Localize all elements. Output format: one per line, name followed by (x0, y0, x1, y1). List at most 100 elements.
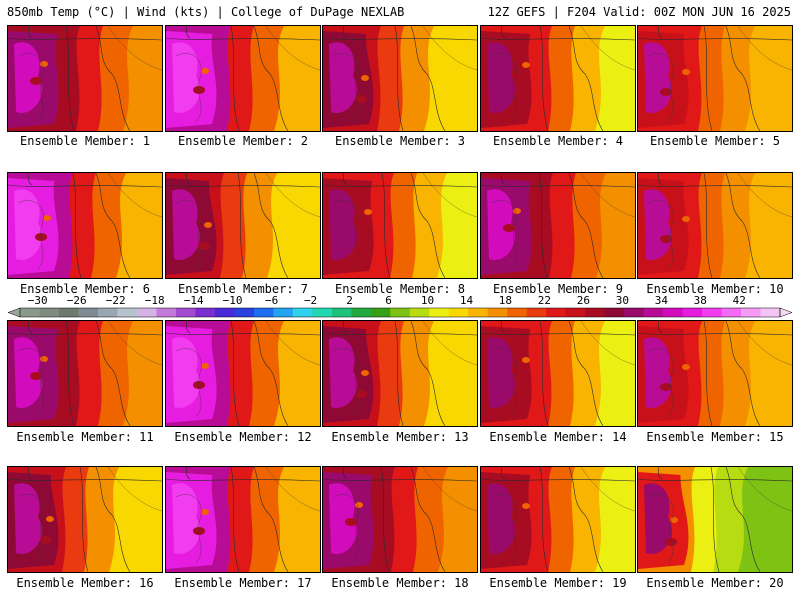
ensemble-member-map (480, 172, 636, 279)
temperature-map-image (8, 173, 162, 278)
colorbar-tick-label: −14 (183, 294, 204, 307)
ensemble-member-label: Ensemble Member: 12 (174, 430, 312, 444)
temperature-map-image (323, 467, 477, 572)
ensemble-member-label: Ensemble Member: 7 (177, 282, 309, 296)
ensemble-member-map (480, 320, 636, 427)
ensemble-member-map (322, 172, 478, 279)
temperature-map-image (481, 321, 635, 426)
colorbar-segment (760, 308, 781, 317)
colorbar-segment (78, 308, 99, 317)
ensemble-member-map (637, 25, 793, 132)
colorbar-tick-label: 22 (537, 294, 552, 307)
page-header: 850mb Temp (°C) | Wind (kts) | College o… (0, 0, 800, 24)
ensemble-member-map (165, 172, 321, 279)
colorbar-segment (331, 308, 352, 317)
ensemble-member-label: Ensemble Member: 6 (19, 282, 151, 296)
colorbar-tick-label: −2 (303, 294, 318, 307)
ensemble-member-label: Ensemble Member: 20 (646, 576, 784, 590)
colorbar-segment (253, 308, 274, 317)
temperature-map-image (323, 173, 477, 278)
colorbar-tick-label: 30 (615, 294, 629, 307)
temperature-map-image (638, 26, 792, 131)
ensemble-member-map (637, 466, 793, 573)
ensemble-member-label: Ensemble Member: 10 (646, 282, 784, 296)
ensemble-member-label: Ensemble Member: 1 (19, 134, 151, 148)
ensemble-member-label: Ensemble Member: 15 (646, 430, 784, 444)
colorbar-max-arrow (779, 307, 792, 318)
ensemble-member-map (322, 466, 478, 573)
ensemble-member-label: Ensemble Member: 14 (489, 430, 627, 444)
temperature-map-image (481, 26, 635, 131)
temperature-map-image (166, 321, 320, 426)
temperature-colorbar: −30 −26 −22 −18 −14 −10 −6 −2 2 6 10 14 18 22 26 30 34 38… (8, 295, 792, 321)
ensemble-member-label: Ensemble Member: 3 (334, 134, 466, 148)
colorbar-tick-label: 2 (346, 294, 353, 307)
temperature-map-image (481, 173, 635, 278)
colorbar-tick-label: −10 (222, 294, 243, 307)
colorbar-segment (468, 308, 489, 317)
ensemble-member-map (480, 466, 636, 573)
ensemble-member-label: Ensemble Member: 16 (16, 576, 154, 590)
colorbar-segment (585, 308, 606, 317)
temperature-map-image (166, 173, 320, 278)
colorbar-segment (136, 308, 157, 317)
colorbar-segment (20, 308, 40, 317)
ensemble-member-label: Ensemble Member: 5 (649, 134, 781, 148)
colorbar-segment (97, 308, 118, 317)
colorbar-segment (370, 308, 391, 317)
colorbar-tick-label: 26 (576, 294, 590, 307)
colorbar-segment (487, 308, 508, 317)
colorbar-segment (448, 308, 469, 317)
colorbar-strip (8, 307, 792, 318)
colorbar-segment (721, 308, 742, 317)
colorbar-segment (682, 308, 703, 317)
ensemble-member-map (322, 25, 478, 132)
ensemble-member-label: Ensemble Member: 9 (492, 282, 624, 296)
valid-time-title: 12Z GEFS | F204 Valid: 00Z MON JUN 16 20… (487, 5, 791, 19)
colorbar-segment (214, 308, 235, 317)
temperature-map-image (638, 321, 792, 426)
colorbar-segment (117, 308, 138, 317)
colorbar-segment (273, 308, 294, 317)
colorbar-segment (643, 308, 664, 317)
ensemble-member-map (165, 320, 321, 427)
ensemble-member-label: Ensemble Member: 17 (174, 576, 312, 590)
temperature-map-image (166, 467, 320, 572)
product-title: 850mb Temp (°C) | Wind (kts) | College o… (7, 5, 405, 19)
colorbar-segment (58, 308, 79, 317)
colorbar-segment (195, 308, 216, 317)
colorbar-segment (39, 308, 60, 317)
colorbar-tick-label: −6 (264, 294, 279, 307)
temperature-map-image (8, 467, 162, 572)
colorbar-tick-label: 10 (420, 294, 435, 307)
colorbar-tick-label: −26 (66, 294, 87, 307)
colorbar-segment (565, 308, 586, 317)
temperature-map-image (166, 26, 320, 131)
temperature-map-image (638, 467, 792, 572)
ensemble-member-label: Ensemble Member: 2 (177, 134, 309, 148)
temperature-map-image (323, 26, 477, 131)
colorbar-tick-label: −18 (144, 294, 165, 307)
colorbar-min-arrow (8, 307, 21, 318)
colorbar-segment (741, 308, 762, 317)
colorbar-segment (156, 308, 177, 317)
ensemble-member-map (7, 320, 163, 427)
ensemble-member-label: Ensemble Member: 18 (331, 576, 469, 590)
ensemble-member-label: Ensemble Member: 11 (16, 430, 154, 444)
temperature-map-image (8, 321, 162, 426)
colorbar-segment (234, 308, 255, 317)
temperature-map-image (638, 173, 792, 278)
temperature-map-image (323, 321, 477, 426)
colorbar-segment (351, 308, 372, 317)
ensemble-member-map (637, 172, 793, 279)
colorbar-segment (175, 308, 196, 317)
ensemble-member-map (637, 320, 793, 427)
ensemble-member-map (7, 466, 163, 573)
ensemble-member-map (480, 25, 636, 132)
colorbar-tick-label: −22 (105, 294, 126, 307)
colorbar-segment (624, 308, 645, 317)
colorbar-tick-label: 6 (385, 294, 392, 307)
colorbar-segment (292, 308, 313, 317)
ensemble-member-label: Ensemble Member: 4 (492, 134, 624, 148)
colorbar-tick-label: 34 (654, 294, 668, 307)
